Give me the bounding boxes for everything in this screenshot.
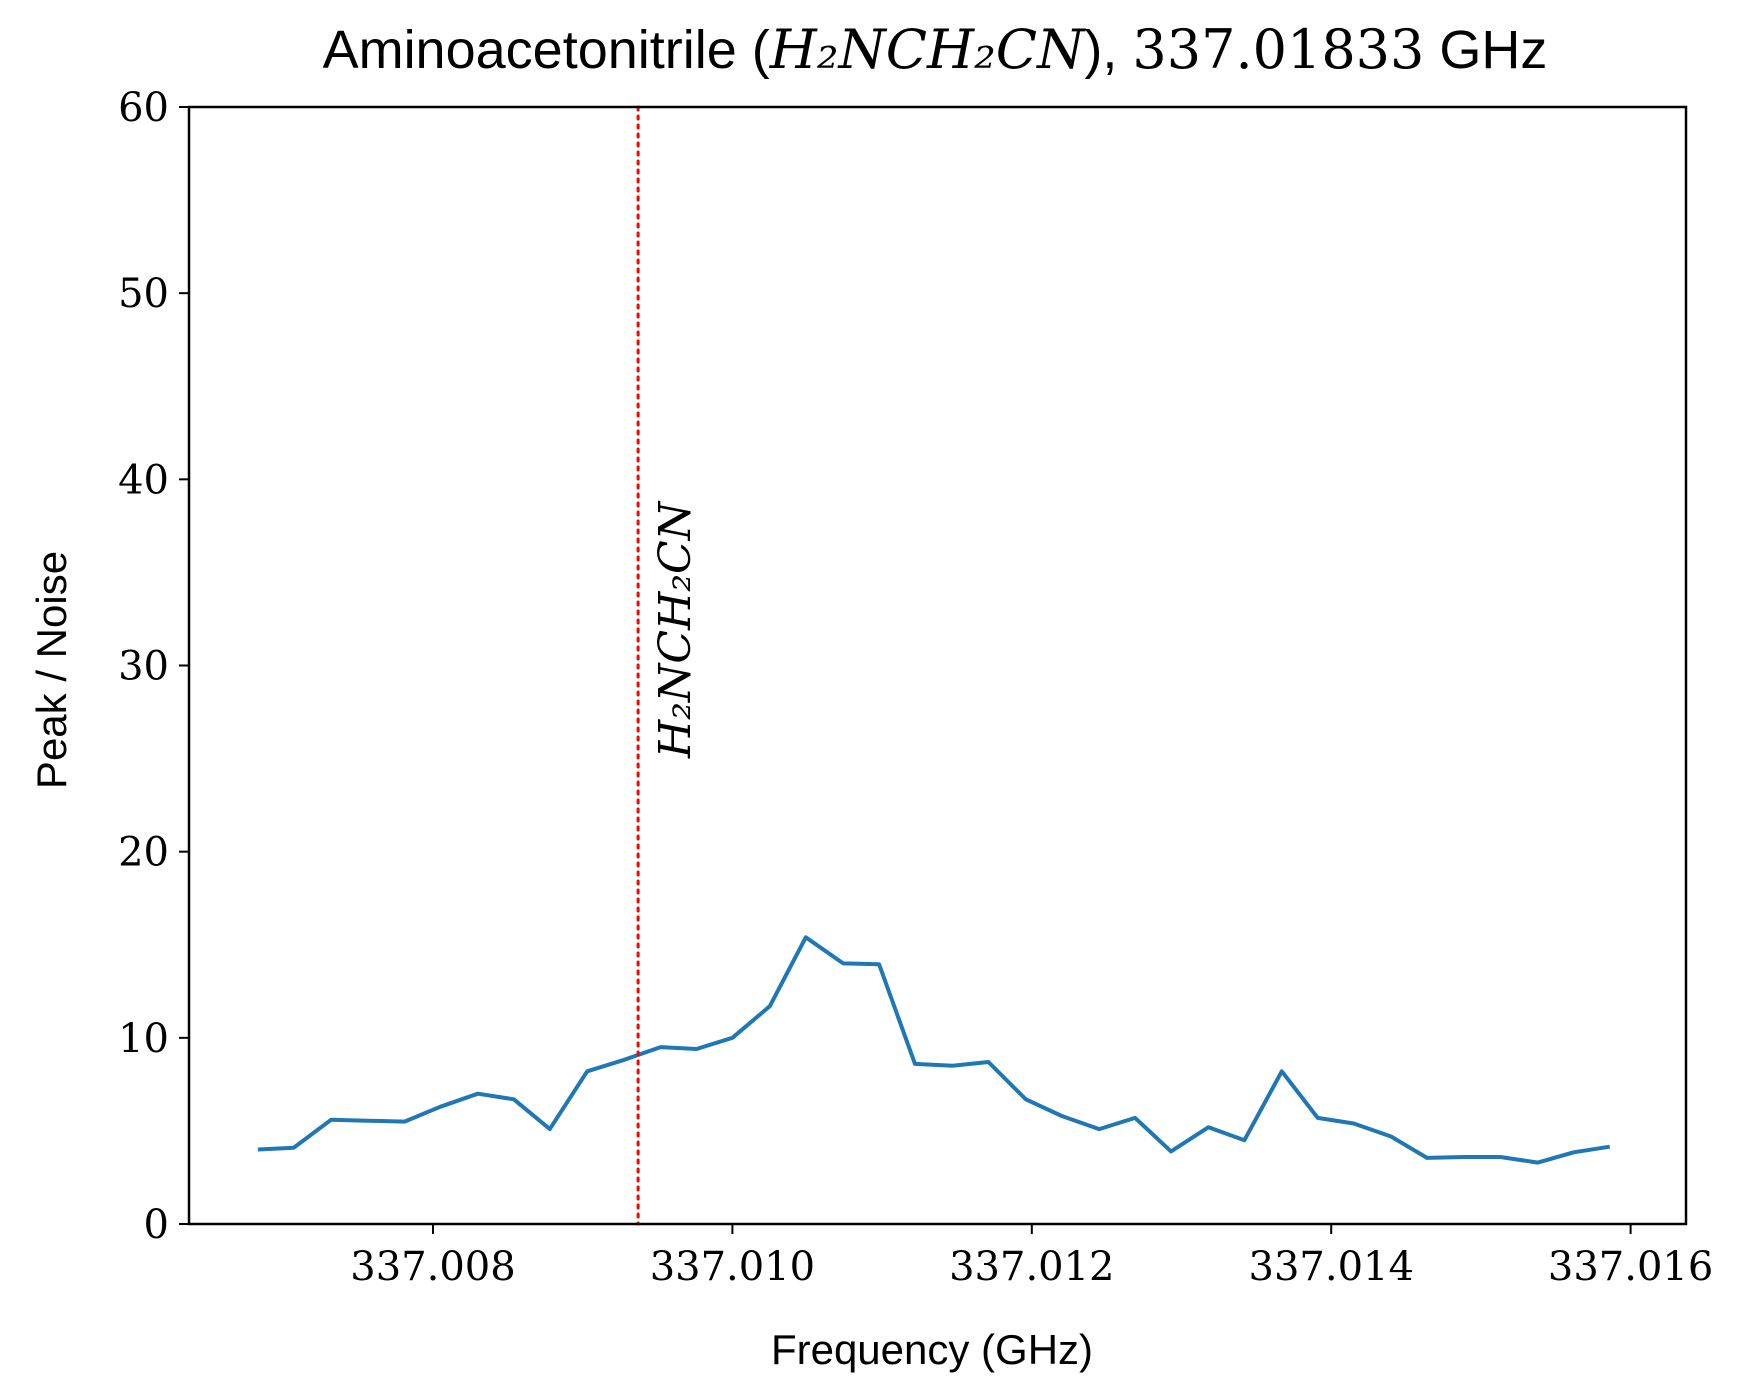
plot-area: 0 10 20 30 40 50 60 337.008 337.010 337.012 337.01… xyxy=(118,85,1713,1290)
y-tick-label: 30 xyxy=(118,644,169,690)
chart-title-unit: GHz xyxy=(1424,20,1547,80)
x-tick-label: 337.008 xyxy=(350,1244,515,1290)
y-axis-label: Peak / Noise xyxy=(28,551,75,789)
x-tick-label: 337.016 xyxy=(1548,1244,1713,1290)
y-tick-label: 10 xyxy=(118,1016,169,1062)
chart-title: Aminoacetonitrile (H₂NCH₂CN), 337.01833 … xyxy=(323,18,1548,81)
x-tick-label: 337.014 xyxy=(1249,1244,1414,1290)
y-tick-label: 40 xyxy=(118,457,169,503)
chart-title-prefix: Aminoacetonitrile ( xyxy=(323,20,770,80)
x-tick-label: 337.010 xyxy=(650,1244,815,1290)
vline-label: H₂NCH₂CN xyxy=(650,500,701,759)
series-line xyxy=(257,935,1611,1165)
y-tick-label: 60 xyxy=(118,85,169,131)
chart-title-frequency: 337.01833 xyxy=(1132,18,1424,81)
x-axis-label: Frequency (GHz) xyxy=(771,1326,1093,1373)
y-tick-label: 20 xyxy=(118,830,169,876)
x-tick-label: 337.012 xyxy=(949,1244,1114,1290)
chart-title-suffix: ), xyxy=(1084,20,1132,80)
axes-frame xyxy=(187,105,1688,1226)
y-tick-label: 50 xyxy=(118,271,169,317)
chart-title-formula: H₂NCH₂CN xyxy=(769,18,1086,81)
y-tick-label: 0 xyxy=(144,1202,169,1248)
